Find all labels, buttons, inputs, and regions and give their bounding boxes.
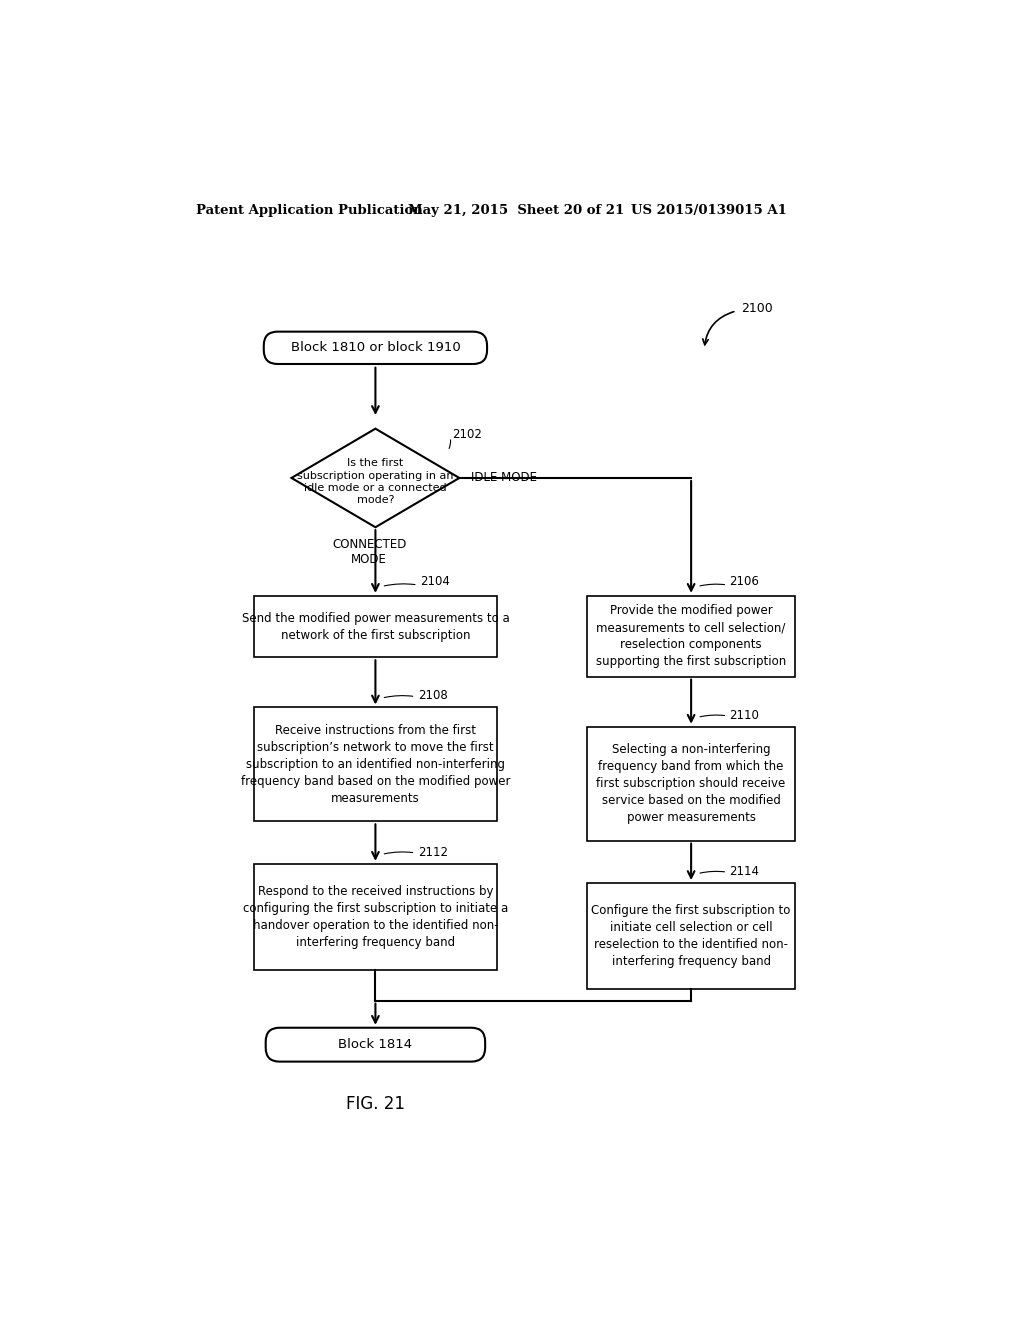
- Text: 2106: 2106: [730, 576, 760, 589]
- Text: FIG. 21: FIG. 21: [346, 1096, 404, 1113]
- Text: US 2015/0139015 A1: US 2015/0139015 A1: [631, 205, 786, 218]
- Text: Block 1810 or block 1910: Block 1810 or block 1910: [291, 342, 461, 354]
- Text: Configure the first subscription to
initiate cell selection or cell
reselection : Configure the first subscription to init…: [592, 904, 791, 968]
- FancyBboxPatch shape: [264, 331, 487, 364]
- FancyBboxPatch shape: [254, 595, 497, 657]
- Text: Respond to the received instructions by
configuring the first subscription to in: Respond to the received instructions by …: [243, 884, 508, 949]
- Text: IDLE MODE: IDLE MODE: [471, 471, 537, 484]
- Text: Send the modified power measurements to a
network of the first subscription: Send the modified power measurements to …: [242, 611, 509, 642]
- Text: CONNECTED
MODE: CONNECTED MODE: [332, 539, 407, 566]
- FancyBboxPatch shape: [254, 708, 497, 821]
- Text: 2104: 2104: [420, 576, 450, 589]
- Text: 2100: 2100: [741, 302, 773, 315]
- Text: May 21, 2015  Sheet 20 of 21: May 21, 2015 Sheet 20 of 21: [408, 205, 624, 218]
- Text: Patent Application Publication: Patent Application Publication: [196, 205, 423, 218]
- Text: 2108: 2108: [418, 689, 447, 702]
- Text: Is the first
subscription operating in an
idle mode or a connected
mode?: Is the first subscription operating in a…: [297, 458, 454, 506]
- Text: Receive instructions from the first
subscription’s network to move the first
sub: Receive instructions from the first subs…: [241, 723, 510, 805]
- Text: Block 1814: Block 1814: [338, 1038, 413, 1051]
- FancyBboxPatch shape: [587, 595, 795, 677]
- Text: Provide the modified power
measurements to cell selection/
reselection component: Provide the modified power measurements …: [596, 605, 786, 668]
- FancyBboxPatch shape: [265, 1028, 485, 1061]
- Text: Selecting a non-interfering
frequency band from which the
first subscription sho: Selecting a non-interfering frequency ba…: [597, 743, 785, 824]
- Text: 2102: 2102: [453, 428, 482, 441]
- FancyBboxPatch shape: [587, 726, 795, 841]
- Text: 2110: 2110: [730, 709, 760, 722]
- Text: 2112: 2112: [418, 846, 447, 859]
- FancyBboxPatch shape: [587, 883, 795, 989]
- Text: 2114: 2114: [730, 865, 760, 878]
- FancyBboxPatch shape: [254, 863, 497, 970]
